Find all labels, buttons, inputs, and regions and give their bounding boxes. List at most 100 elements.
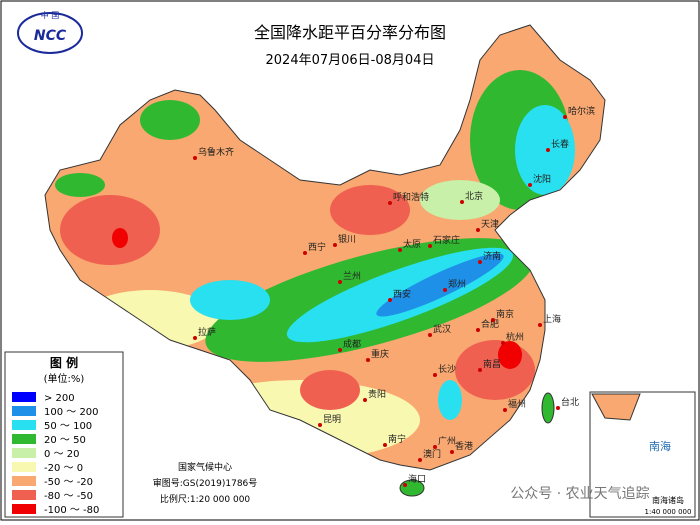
city-label: 南宁	[388, 433, 406, 445]
city-dot	[443, 288, 447, 292]
city-dot	[503, 408, 507, 412]
legend-label: -80 ～ -50	[44, 491, 93, 502]
city-dot	[418, 458, 422, 462]
legend-label: 20 ～ 50	[44, 435, 86, 446]
subtitle: 2024年07月06日-08月04日	[266, 53, 435, 68]
city-label: 天津	[481, 219, 499, 230]
city-dot	[433, 445, 437, 449]
city-dot	[333, 243, 337, 247]
city-dot	[398, 248, 402, 252]
city-label: 成都	[343, 338, 361, 350]
legend-label: 50 ～ 100	[44, 421, 92, 432]
footer-org: 国家气候中心	[178, 461, 232, 473]
city-dot	[303, 251, 307, 255]
city-dot	[563, 115, 567, 119]
logo-top: 中 国	[41, 10, 60, 20]
footer-scale: 比例尺:1:20 000 000	[160, 493, 251, 505]
city-dot	[338, 348, 342, 352]
city-label: 沈阳	[533, 173, 551, 185]
city-dot	[428, 244, 432, 248]
legend-swatch	[12, 406, 36, 416]
city-label: 长春	[551, 138, 569, 150]
legend-swatch	[12, 392, 36, 402]
city-dot	[338, 280, 342, 284]
city-dot	[366, 358, 370, 362]
city-dot	[478, 368, 482, 372]
legend-swatch	[12, 434, 36, 444]
city-label: 贵阳	[368, 388, 386, 400]
city-label: 杭州	[506, 331, 524, 343]
city-dot	[476, 228, 480, 232]
city-dot	[428, 333, 432, 337]
city-dot	[388, 201, 392, 205]
city-label: 南京	[496, 308, 514, 320]
city-dot	[433, 373, 437, 377]
inset-scale: 1:40 000 000	[645, 508, 692, 516]
city-label: 拉萨	[198, 326, 216, 338]
city-dot	[193, 336, 197, 340]
city-label: 上海	[543, 313, 561, 325]
city-label: 兰州	[343, 270, 361, 282]
city-label: 重庆	[371, 348, 389, 360]
city-dot	[546, 148, 550, 152]
taiwan	[541, 392, 555, 424]
logo-ring	[17, 12, 83, 54]
city-dot	[363, 398, 367, 402]
city-dot	[193, 156, 197, 160]
legend-swatch	[12, 490, 36, 500]
legend-label: -50 ～ -20	[44, 477, 93, 488]
city-label: 太原	[403, 238, 421, 250]
logo: NCC	[34, 28, 67, 44]
city-dot	[556, 406, 560, 410]
city-label: 乌鲁木齐	[198, 146, 234, 158]
legend-swatch	[12, 420, 36, 430]
city-dot	[538, 323, 542, 327]
legend-label: 0 ～ 20	[44, 449, 79, 460]
legend-unit: (单位:%)	[44, 372, 85, 385]
city-dot	[450, 450, 454, 454]
city-dot	[383, 443, 387, 447]
city-label: 广州	[438, 435, 456, 447]
city-dot	[403, 483, 407, 487]
city-dot	[501, 341, 505, 345]
watermark: 公众号 · 农业天气追踪	[510, 486, 649, 502]
city-label: 香港	[455, 440, 473, 452]
city-dot	[388, 298, 392, 302]
city-label: 北京	[465, 190, 483, 202]
city-label: 长沙	[438, 363, 456, 375]
legend-swatch	[12, 504, 36, 514]
city-label: 海口	[408, 473, 426, 485]
legend-title: 图 例	[50, 355, 78, 370]
city-dot	[491, 318, 495, 322]
inset-sea: 南海	[649, 439, 671, 453]
legend-swatch	[12, 476, 36, 486]
city-label: 福州	[508, 398, 526, 410]
city-dot	[528, 183, 532, 187]
city-dot	[318, 423, 322, 427]
legend-swatch	[12, 448, 36, 458]
legend-label: 100 ～ 200	[44, 407, 99, 418]
city-dot	[478, 260, 482, 264]
city-label: 石家庄	[433, 234, 460, 246]
legend-label: > 200	[44, 393, 75, 404]
city-label: 银川	[338, 233, 356, 245]
city-dot	[460, 200, 464, 204]
city-label: 西安	[393, 288, 411, 300]
legend: 图 例 (单位:%) > 200 100 ～ 200 50 ～ 100 20 ～ 50…	[4, 351, 124, 518]
legend-label: -20 ～ 0	[44, 463, 83, 474]
city-label: 武汉	[433, 323, 451, 335]
inset: 南海 南海诸岛 1:40 000 000	[589, 391, 696, 518]
city-label: 郑州	[448, 278, 466, 290]
legend-label: -100 ～ -80	[44, 505, 99, 516]
city-label: 西宁	[308, 241, 326, 253]
city-label: 澳门	[423, 448, 441, 460]
city-dot	[476, 328, 480, 332]
city-label: 济南	[483, 250, 501, 262]
title: 全国降水距平百分率分布图	[254, 23, 446, 42]
city-label: 台北	[561, 396, 579, 408]
footer-approval: 审图号:GS(2019)1786号	[153, 477, 258, 489]
city-label: 哈尔滨	[568, 105, 595, 117]
legend-swatch	[12, 462, 36, 472]
inset-islands: 南海诸岛	[652, 495, 684, 505]
